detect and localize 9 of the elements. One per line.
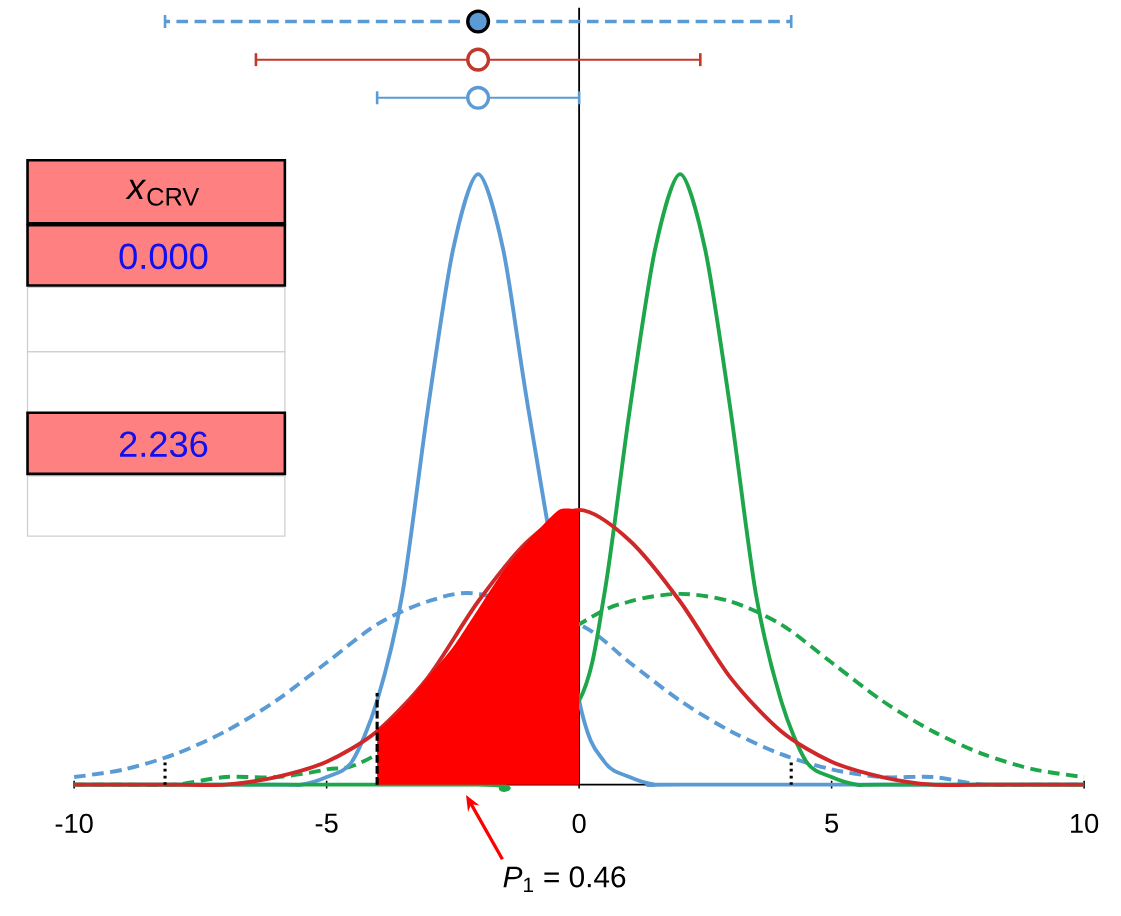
annotation: 2.236 bbox=[119, 431, 208, 458]
annotation: 0.000 bbox=[119, 243, 208, 270]
x-tick-label: 0 bbox=[572, 813, 586, 834]
x-tick-label: 10 bbox=[1071, 813, 1099, 834]
annotation: x$_{CRV}$ bbox=[125, 179, 200, 206]
x-tick-label: -10 bbox=[55, 813, 93, 834]
text: P$_{1}$ = 0.46 bbox=[503, 866, 626, 893]
x-tick-label: 5 bbox=[825, 813, 839, 833]
x-tick-label: -5 bbox=[315, 813, 338, 833]
